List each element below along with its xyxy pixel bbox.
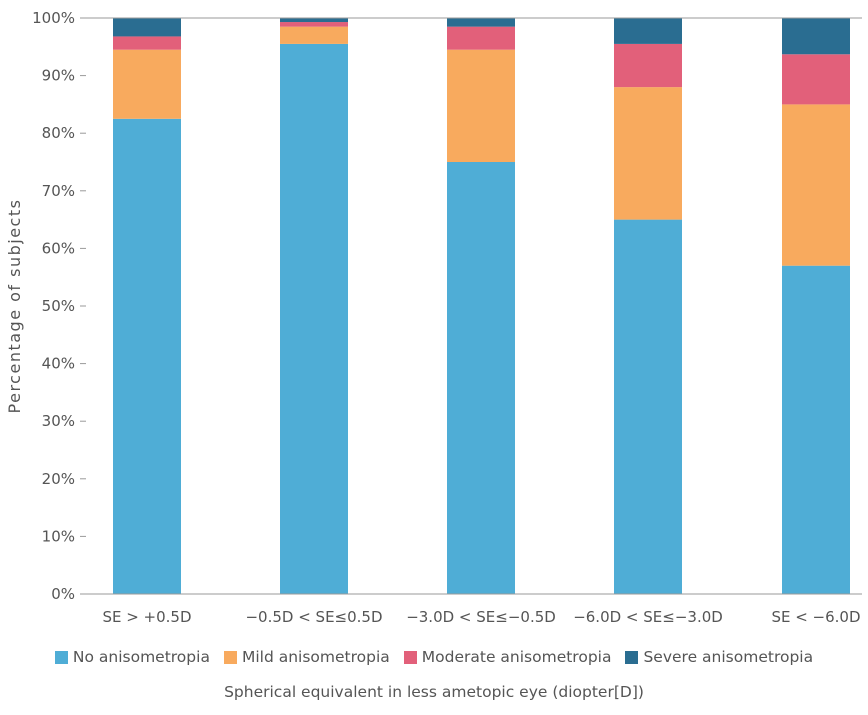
legend-label: Moderate anisometropia xyxy=(421,648,612,666)
bar-segment xyxy=(113,18,181,37)
bar-segment xyxy=(280,18,348,23)
legend-item: No anisometropia xyxy=(54,648,210,666)
legend-swatch xyxy=(625,650,639,664)
legend-label: Severe anisometropia xyxy=(643,648,814,666)
legend-item: Moderate anisometropia xyxy=(403,648,612,666)
y-tick-label: 60% xyxy=(42,239,75,257)
bar-segment xyxy=(280,43,348,595)
bar-segment xyxy=(782,265,850,594)
x-tick-label: −0.5D < SE≤0.5D xyxy=(245,608,382,626)
y-tick-label: 10% xyxy=(42,527,75,545)
bars xyxy=(80,17,862,595)
bar-segment xyxy=(447,49,515,162)
x-tick-label: SE > +0.5D xyxy=(102,608,191,626)
y-tick-label: 0% xyxy=(51,585,75,603)
bar-segment xyxy=(614,87,682,220)
bar-segment xyxy=(614,219,682,594)
bar-segment xyxy=(113,49,181,119)
y-axis-title: Percentage of subjects xyxy=(5,199,24,414)
y-tick-label: 90% xyxy=(42,67,75,85)
legend-item: Severe anisometropia xyxy=(625,648,813,666)
bar-segment xyxy=(280,26,348,44)
legend-swatch xyxy=(54,650,68,664)
bar-segment xyxy=(113,36,181,50)
x-tick-label: SE < −6.0D xyxy=(771,608,860,626)
y-tick-label: 40% xyxy=(42,355,75,373)
x-tick-label: −6.0D < SE≤−3.0D xyxy=(573,608,723,626)
bar-segment xyxy=(447,18,515,27)
x-axis-title: Spherical equivalent in less ametopic ey… xyxy=(224,683,644,701)
bar-segment xyxy=(782,54,850,105)
bar-segment xyxy=(447,162,515,594)
y-tick-label: 50% xyxy=(42,297,75,315)
y-tick-label: 80% xyxy=(42,124,75,142)
bar-segment xyxy=(447,26,515,50)
bar-segment xyxy=(113,118,181,595)
legend-item: Mild anisometropia xyxy=(223,648,390,666)
x-axis: SE > +0.5D −0.5D < SE≤0.5D −3.0D < SE≤−0.5… xyxy=(80,593,862,626)
y-axis: 0% 10% 20% 30% 40% 50% 60% 70% 80% 90% 100% xyxy=(32,9,86,603)
legend-swatch xyxy=(403,650,417,664)
y-tick-label: 70% xyxy=(42,182,75,200)
bar-segment xyxy=(782,18,850,55)
y-tick-label: 20% xyxy=(42,470,75,488)
legend-label: No anisometropia xyxy=(72,648,210,666)
y-tick-label: 30% xyxy=(42,412,75,430)
legend-label: Mild anisometropia xyxy=(241,648,390,666)
legend-swatch xyxy=(223,650,237,664)
bar-segment xyxy=(280,22,348,27)
bar-segment xyxy=(614,43,682,88)
bar-segment xyxy=(614,18,682,44)
y-tick-label: 100% xyxy=(32,9,75,27)
legend: No anisometropia Mild anisometropia Modera… xyxy=(0,648,868,666)
bar-segment xyxy=(782,104,850,266)
x-tick-label: −3.0D < SE≤−0.5D xyxy=(406,608,556,626)
